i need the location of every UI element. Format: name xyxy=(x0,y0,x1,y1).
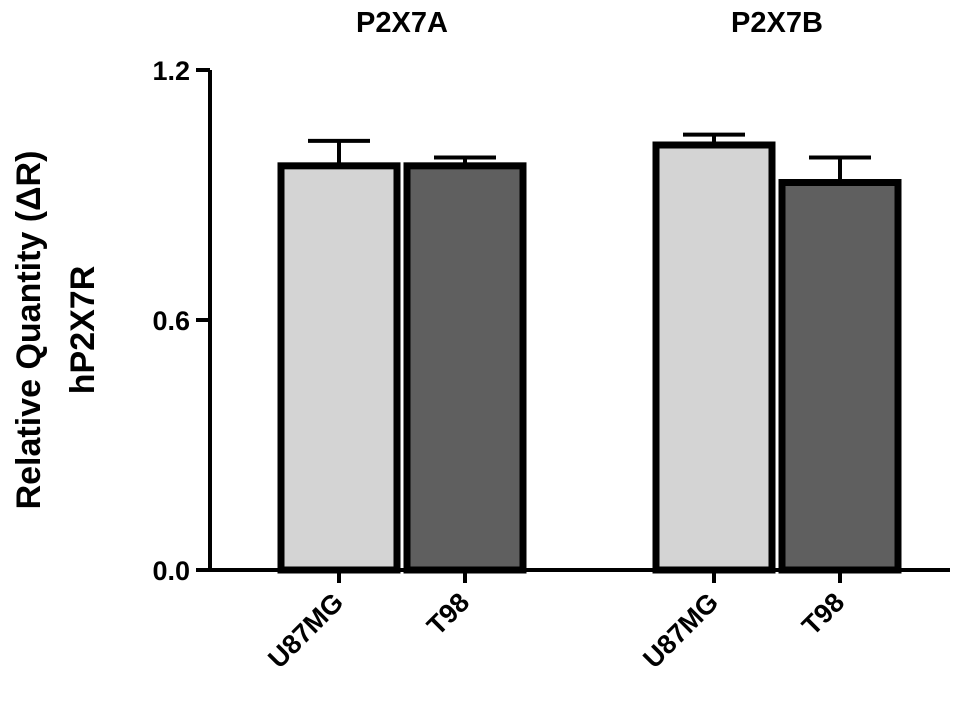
category-label: T98 xyxy=(421,587,475,641)
y-tick-label: 1.2 xyxy=(152,56,190,86)
category-label: U87MG xyxy=(262,587,349,674)
y-axis-title: Relative Quantity (ΔR) hP2X7R xyxy=(10,151,102,510)
bar xyxy=(778,179,902,574)
y-axis-title-line: Relative Quantity (ΔR) xyxy=(10,151,48,510)
bars xyxy=(277,132,902,574)
group-title: P2X7A xyxy=(356,7,448,39)
bar xyxy=(277,162,401,574)
y-tick-label: 0.6 xyxy=(152,306,190,336)
y-tick-label: 0.0 xyxy=(152,556,190,586)
bar xyxy=(652,141,776,574)
bar xyxy=(403,162,527,574)
group-title: P2X7B xyxy=(731,7,823,39)
category-label: T98 xyxy=(796,587,850,641)
category-label: U87MG xyxy=(637,587,724,674)
y-axis-title-line: hP2X7R xyxy=(64,266,102,395)
